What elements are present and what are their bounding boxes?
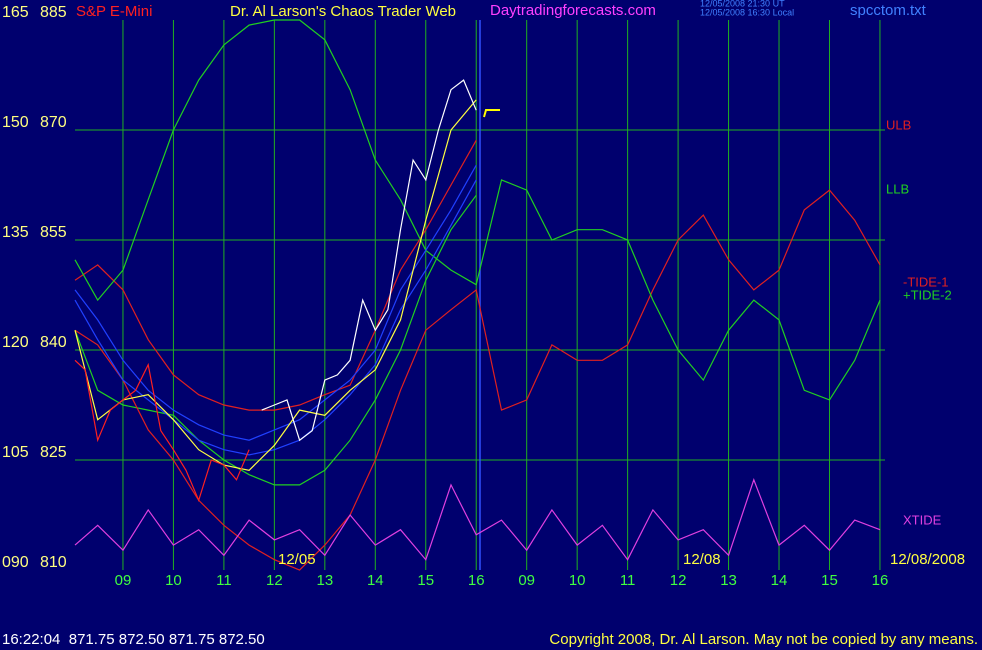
series-line [74,189,881,571]
chart-title: S&P E-Mini [76,3,152,20]
x-tick-label: 12 [670,572,687,589]
series-line [261,79,477,442]
series-line [74,194,477,486]
labels: 810 825 840 855 870 885 090 105 120 135 150 165 09 10… [2,0,965,589]
series-label: XTIDE [903,512,942,527]
series-line [74,164,477,441]
x-tick-label: 09 [518,572,535,589]
series-line [74,478,881,561]
series-label: +TIDE-2 [903,287,952,302]
x-tick-label: 09 [115,572,132,589]
y2-tick-label: 105 [2,444,29,461]
series-label: -TIDE-1 [903,274,949,289]
status-line: 16:22:04 871.75 872.50 871.75 872.50 [2,631,265,648]
series-line [74,179,477,456]
y2-tick-label: 120 [2,334,29,351]
plot-area [74,19,881,571]
series-label: ULB [886,117,911,132]
last-price-marker [483,109,500,118]
date-label: 12/08 [683,551,721,568]
y-tick-label: 870 [40,114,67,131]
y-tick-label: 855 [40,224,67,241]
x-tick-label: 15 [417,572,434,589]
annotation: 12/05/2008 21:30 UT [700,0,785,8]
chart-subtitle: Dr. Al Larson's Chaos Trader Web [230,3,456,20]
grid [75,20,885,570]
y-tick-label: 810 [40,554,67,571]
x-tick-label: 11 [620,572,636,589]
x-tick-label: 13 [720,572,737,589]
annotation: Daytradingforecasts.com [490,2,656,19]
x-tick-label: 14 [771,572,788,589]
annotation: spcctom.txt [850,2,927,19]
y-tick-label: 885 [40,4,67,21]
copyright: Copyright 2008, Dr. Al Larson. May not b… [549,631,978,648]
series-line [74,99,477,471]
annotation: 12/05/2008 16:30 Local [700,7,794,17]
x-tick-label: 11 [216,572,232,589]
date-label: 12/05 [278,551,316,568]
y2-tick-label: 090 [2,554,29,571]
x-tick-label: 16 [872,572,889,589]
date-label: 12/08/2008 [890,551,965,568]
y2-tick-label: 150 [2,114,29,131]
x-tick-label: 14 [367,572,384,589]
x-tick-label: 16 [468,572,485,589]
x-tick-label: 15 [821,572,838,589]
series-line [74,140,477,411]
x-tick-label: 12 [266,572,283,589]
y2-tick-label: 135 [2,224,29,241]
series-label: LLB [886,181,909,196]
x-tick-label: 10 [569,572,586,589]
series-line [74,19,881,401]
x-tick-label: 10 [165,572,182,589]
series-line [74,359,250,503]
y-tick-label: 840 [40,334,67,351]
y-tick-label: 825 [40,444,67,461]
x-tick-label: 13 [316,572,333,589]
y2-tick-label: 165 [2,4,29,21]
